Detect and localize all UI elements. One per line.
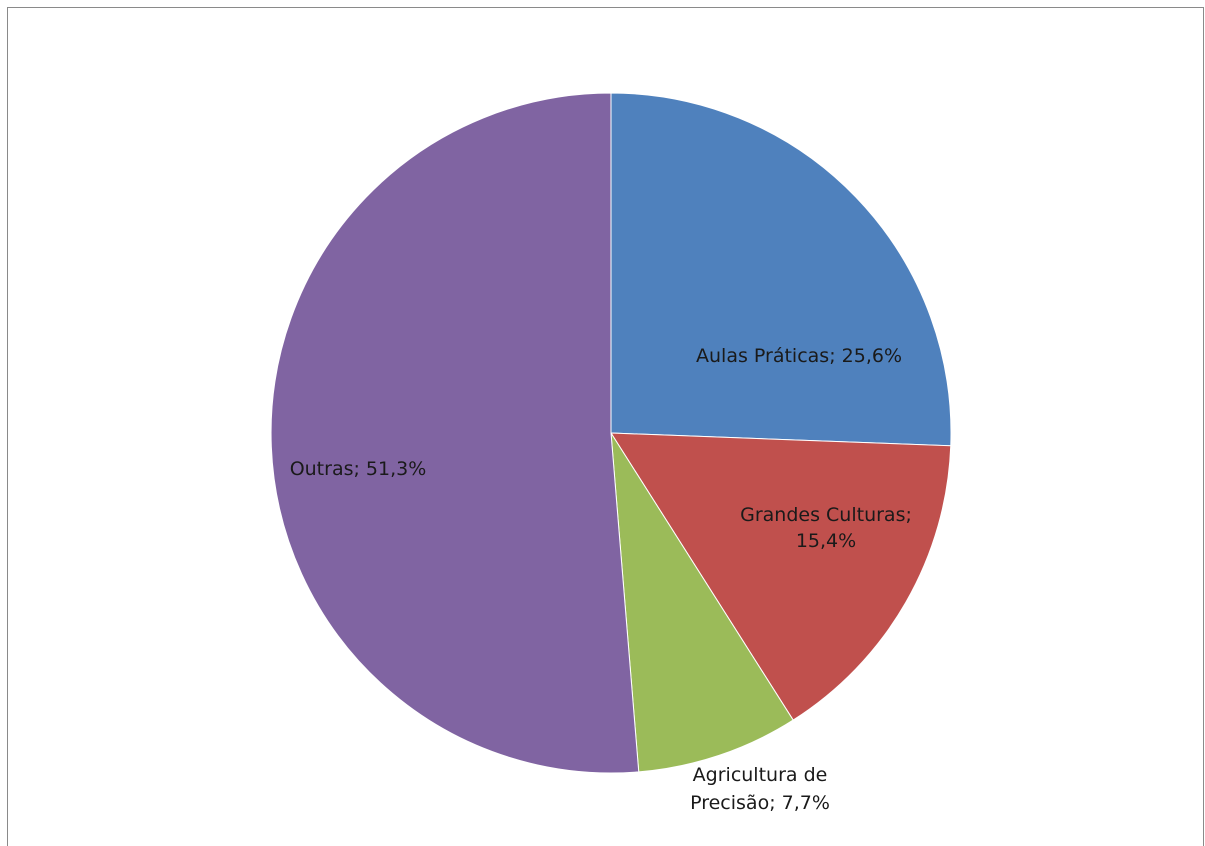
data-label-aulas-praticas: Aulas Práticas; 25,6%	[696, 345, 902, 367]
data-label-agricultura-de-precisao: Agricultura de Precisão; 7,7%	[690, 764, 830, 814]
data-label-outras: Outras; 51,3%	[290, 458, 427, 480]
pie-slice-outras	[270, 92, 640, 774]
pie-slice-grandes-culturas	[610, 432, 952, 721]
pie-slice-agricultura-de-precisao	[610, 432, 794, 773]
pie-slice-aulas-praticas	[610, 92, 952, 447]
data-label-grandes-culturas: Grandes Culturas; 15,4%	[740, 504, 912, 552]
